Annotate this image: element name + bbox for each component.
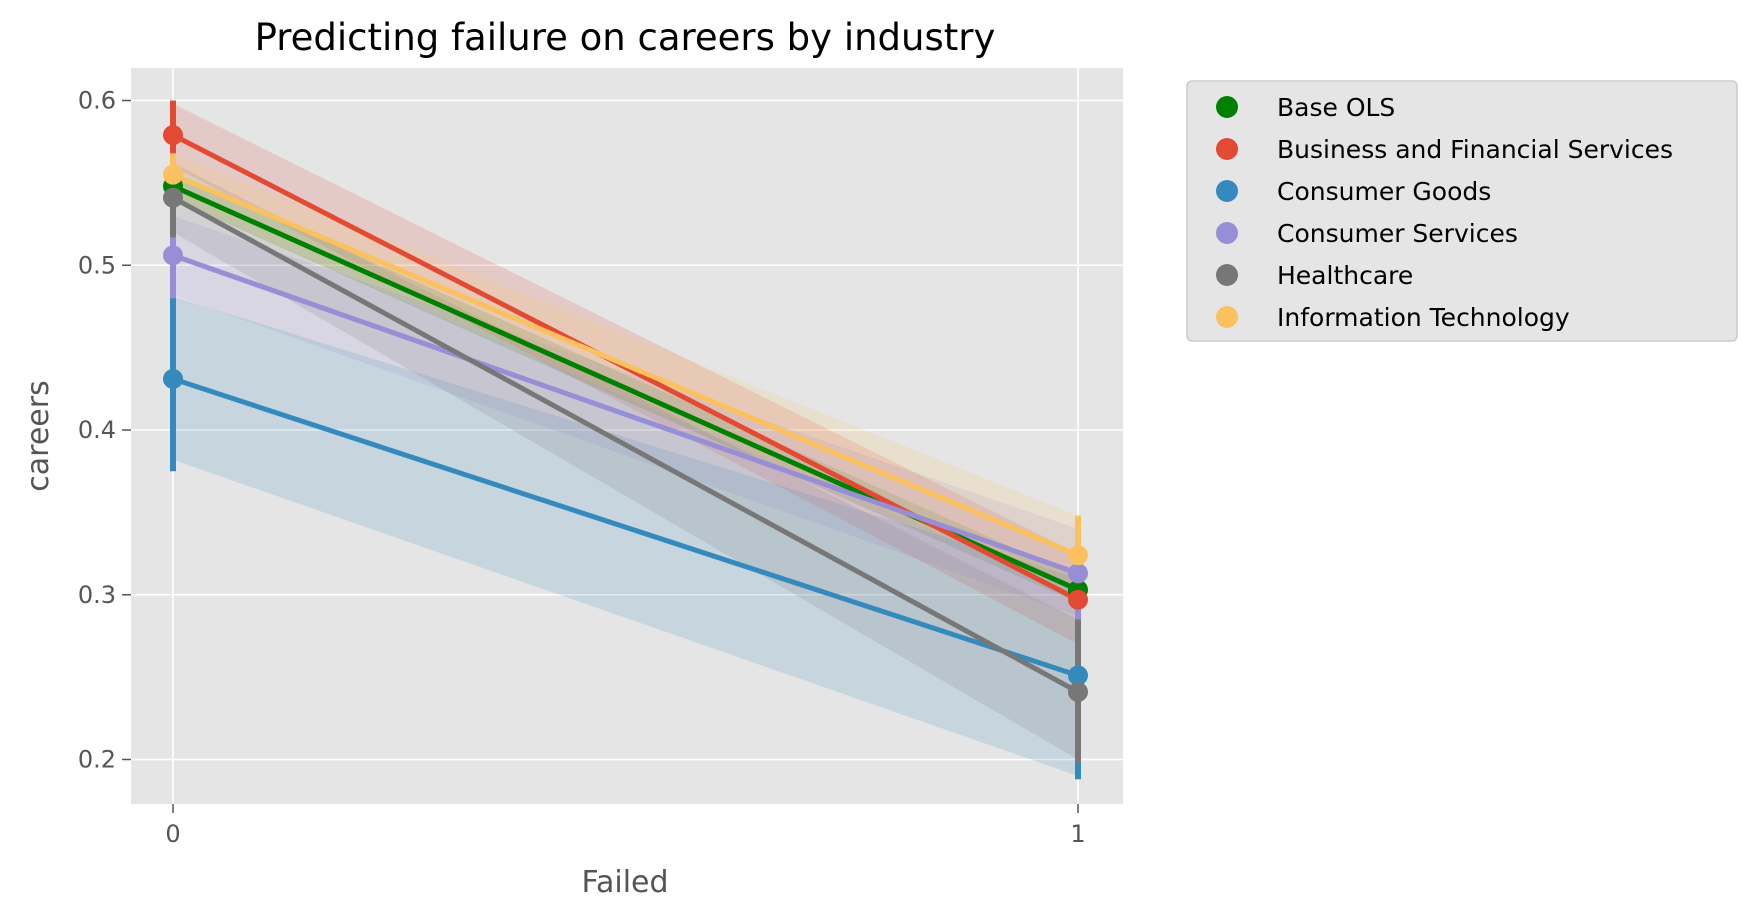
y-tick-label-3: 0.5 [78, 251, 116, 279]
data-point-business-and-financial-services-0 [163, 125, 183, 146]
chart-title: Predicting failure on careers by industr… [255, 16, 996, 59]
data-point-information-technology-0 [163, 164, 183, 185]
legend-label-consumer-services: Consumer Services [1277, 219, 1518, 248]
legend-label-healthcare: Healthcare [1277, 261, 1413, 290]
legend-label-consumer-goods: Consumer Goods [1277, 177, 1491, 206]
y-tick-label-1: 0.3 [78, 581, 116, 609]
plot-area [131, 68, 1123, 804]
legend-marker-base-ols [1216, 96, 1238, 118]
data-point-consumer-goods-1 [1068, 665, 1088, 686]
x-axis-label: Failed [581, 865, 668, 900]
data-point-healthcare-0 [163, 187, 183, 208]
legend-marker-healthcare [1216, 264, 1238, 286]
series-line-consumer-goods [170, 376, 1081, 678]
ci-band-business-and-financial-services [173, 103, 1078, 645]
data-points [163, 125, 1088, 702]
x-tick-label-1: 1 [1070, 820, 1085, 848]
legend-label-business-and-financial-services: Business and Financial Services [1277, 135, 1673, 164]
series-line-consumer-services [170, 252, 1081, 576]
series-lines [170, 132, 1081, 695]
data-point-information-technology-1 [1068, 545, 1088, 566]
ci-band-consumer-goods [173, 296, 1078, 776]
series-line-information-technology [170, 172, 1081, 558]
legend-label-information-technology: Information Technology [1277, 303, 1570, 332]
legend-marker-consumer-services [1216, 222, 1238, 244]
data-point-consumer-services-0 [163, 245, 183, 266]
y-tick-label-4: 0.6 [78, 87, 116, 115]
x-tick-label-0: 0 [165, 820, 180, 848]
y-axis-label: careers [21, 380, 56, 491]
legend-frame [1186, 80, 1738, 342]
legend-marker-information-technology [1216, 306, 1238, 328]
series-line-healthcare [170, 195, 1081, 695]
legend-marker-business-and-financial-services [1216, 138, 1238, 160]
legend-label-base-ols: Base OLS [1277, 93, 1395, 122]
ci-band-healthcare [173, 163, 1078, 760]
data-point-consumer-services-1 [1068, 563, 1088, 584]
y-tick-label-0: 0.2 [78, 746, 116, 774]
legend-marker-consumer-goods [1216, 180, 1238, 202]
y-axis-ticks: 0.2 0.3 0.4 0.5 0.6 [78, 87, 131, 774]
data-point-healthcare-1 [1068, 681, 1088, 702]
data-point-business-and-financial-services-1 [1068, 589, 1088, 610]
data-point-consumer-goods-0 [163, 368, 183, 389]
legend: Base OLS Business and Financial Services C… [1186, 80, 1738, 342]
y-tick-label-2: 0.4 [78, 416, 116, 444]
